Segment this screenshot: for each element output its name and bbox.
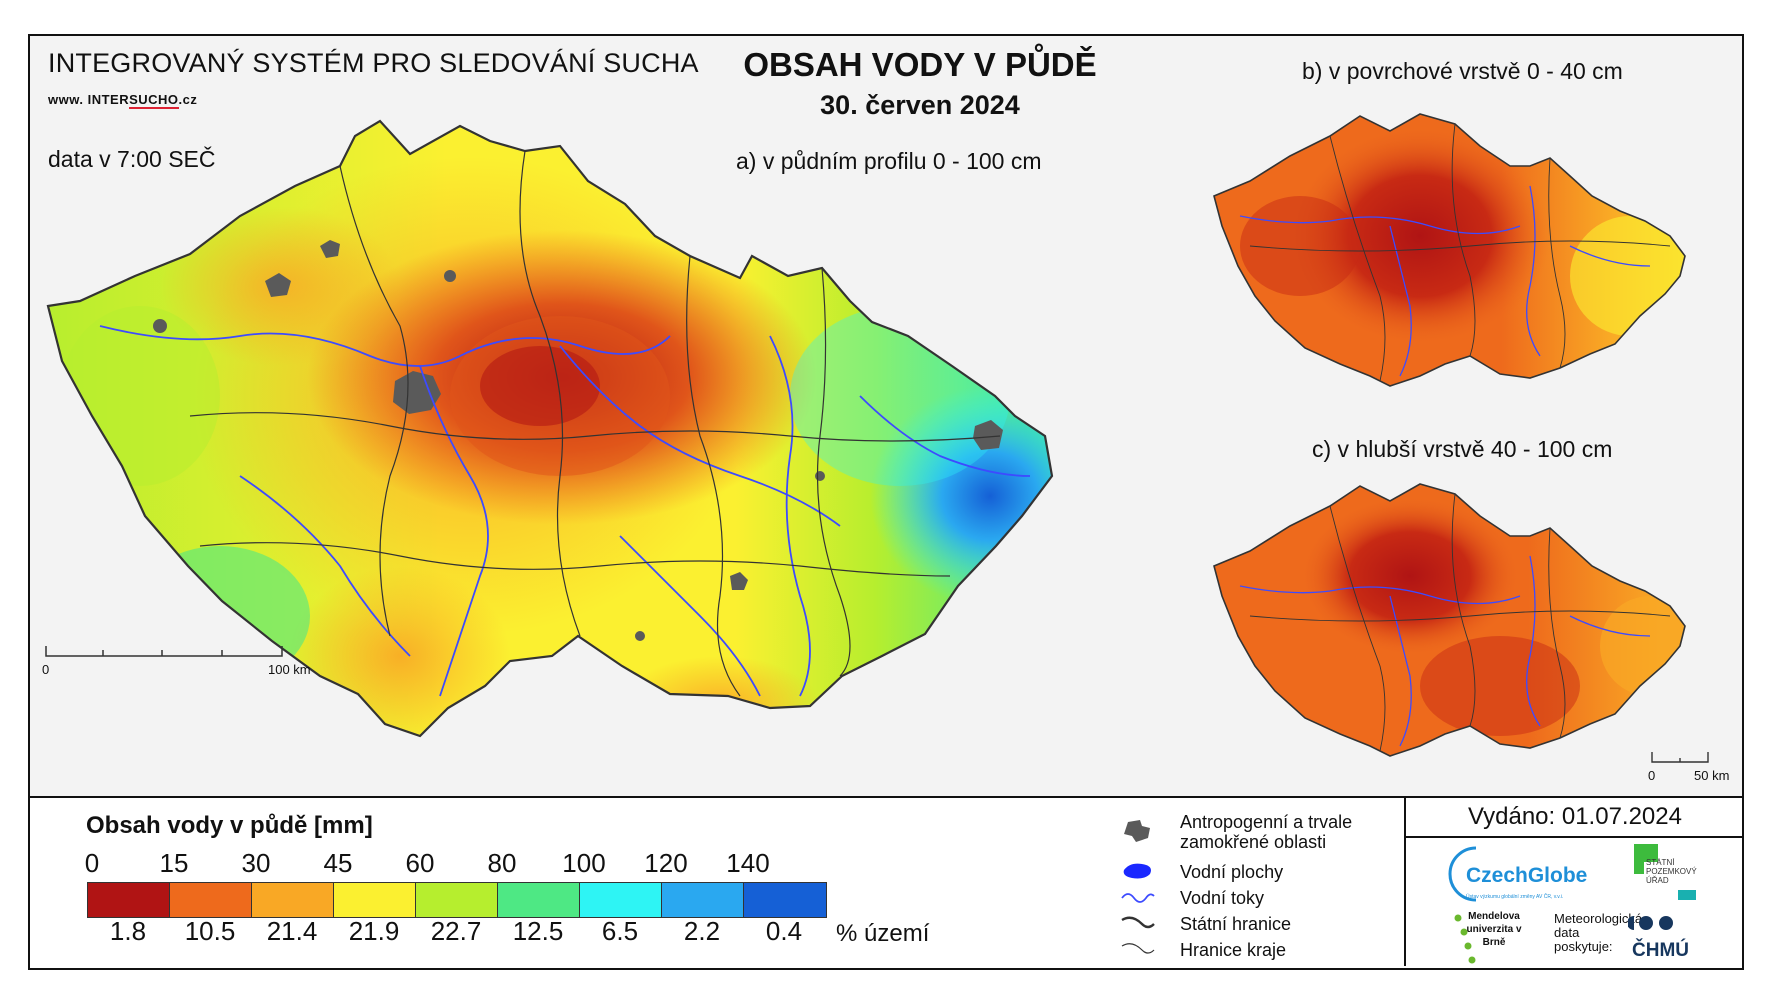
legend-tick: 30	[241, 848, 271, 878]
scale-bar-small	[1651, 752, 1709, 763]
legend-state-border: Státní hranice	[1180, 914, 1292, 934]
legend-color-cell	[416, 883, 498, 917]
legend-anthropogenic: Antropogenní a trvale zamokřené oblasti	[1180, 812, 1353, 852]
legend-tick: 60	[405, 848, 435, 878]
anthropogenic-areas	[153, 240, 1003, 641]
web-highlight: SUCHO	[129, 92, 179, 109]
legend-percent: 21.4	[266, 916, 318, 946]
map-a-label: a) v půdním profilu 0 - 100 cm	[736, 148, 1042, 174]
region-borders	[189, 150, 1001, 697]
czechglobe-name: CzechGlobe	[1466, 864, 1587, 887]
scale-main-start: 0	[42, 662, 50, 677]
legend-color-cell	[170, 883, 252, 917]
map-c-deep-layer	[1213, 483, 1686, 757]
legend-water-courses: Vodní toky	[1180, 888, 1265, 908]
water-courses	[99, 325, 1031, 697]
anthropogenic-icon	[1124, 820, 1150, 842]
legend-percent: 12.5	[512, 916, 564, 946]
scale-small-end: 50 km	[1694, 768, 1730, 783]
chmu-name: ČHMÚ	[1632, 939, 1689, 961]
spu-logo[interactable]: STÁTNÍ POZEMKOVÝ ÚŘAD	[1630, 842, 1710, 908]
legend-color-cell	[334, 883, 416, 917]
legend-tick: 0	[84, 848, 100, 878]
legend-tick: 140	[726, 848, 770, 878]
mendelu-logo[interactable]: Mendelova univerzita v Brně	[1450, 910, 1540, 966]
map-b-label: b) v povrchové vrstvě 0 - 40 cm	[1302, 58, 1623, 84]
map-frame: INTEGROVANÝ SYSTÉM PRO SLEDOVÁNÍ SUCHA w…	[28, 34, 1744, 970]
legend-percent-label: % území	[836, 920, 930, 947]
website-link[interactable]: www. INTERSUCHO.cz	[48, 92, 198, 109]
legend-water-bodies: Vodní plochy	[1180, 862, 1284, 882]
scale-bar-main	[45, 646, 283, 657]
map-c-label: c) v hlubší vrstvě 40 - 100 cm	[1312, 436, 1613, 462]
legend-percent: 2.2	[683, 916, 721, 946]
map-a-soil-profile	[46, 119, 1054, 738]
legend-tick: 45	[323, 848, 353, 878]
issued-date: Vydáno: 01.07.2024	[1406, 798, 1744, 838]
issuer-box: Vydáno: 01.07.2024 CzechGlobe Ústav výzk…	[1404, 798, 1744, 966]
chmu-logo[interactable]: ČHMÚ	[1628, 912, 1708, 962]
legend-color-cell	[744, 883, 826, 917]
legend-color-cell	[252, 883, 334, 917]
legend-color-bar	[87, 882, 827, 918]
map-area: INTEGROVANÝ SYSTÉM PRO SLEDOVÁNÍ SUCHA w…	[30, 36, 1742, 798]
web-prefix: www. INTER	[48, 92, 130, 107]
system-title: INTEGROVANÝ SYSTÉM PRO SLEDOVÁNÍ SUCHA	[48, 48, 699, 78]
water-course-icon	[1121, 893, 1155, 903]
legend-tick: 15	[159, 848, 189, 878]
legend-title: Obsah vody v půdě [mm]	[86, 812, 373, 839]
water-body-icon	[1123, 863, 1151, 879]
legend-tick: 120	[644, 848, 688, 878]
legend-percent: 10.5	[184, 916, 236, 946]
map-b-surface-layer	[1213, 113, 1686, 387]
region-border-icon	[1121, 943, 1155, 954]
legend-percent: 6.5	[601, 916, 639, 946]
meteo-data-label: Meteorologická data poskytuje:	[1554, 911, 1643, 954]
map-date: 30. červen 2024	[820, 90, 1020, 120]
czechglobe-logo[interactable]: CzechGlobe Ústav výzkumu globální změny …	[1448, 840, 1598, 906]
legend-color-cell	[498, 883, 580, 917]
legend-percent: 22.7	[430, 916, 482, 946]
main-title: OBSAH VODY V PŮDĚ	[743, 46, 1097, 83]
legend-color-cell	[88, 883, 170, 917]
state-border-icon	[1121, 916, 1155, 929]
legend-color-cell	[580, 883, 662, 917]
scale-small-start: 0	[1648, 768, 1656, 783]
czechglobe-subtitle: Ústav výzkumu globální změny AV ČR, v.v.…	[1466, 893, 1563, 900]
legend-percent: 21.9	[348, 916, 400, 946]
legend-tick: 80	[487, 848, 517, 878]
mendelu-name: Mendelova univerzita v Brně	[1466, 911, 1522, 948]
data-time: data v 7:00 SEČ	[48, 146, 216, 172]
legend-tick: 100	[562, 848, 606, 878]
web-suffix: .cz	[178, 92, 198, 107]
legend-percent: 0.4	[765, 916, 803, 946]
legend-percent: 1.8	[109, 916, 147, 946]
legend-region-border: Hranice kraje	[1180, 940, 1287, 960]
legend-color-cell	[662, 883, 744, 917]
spu-name: STÁTNÍ POZEMKOVÝ ÚŘAD	[1646, 858, 1697, 885]
legend-area: Obsah vody v půdě [mm] 0 15 30 45 60 80 …	[30, 798, 1744, 968]
scale-main-end: 100 km	[268, 662, 311, 677]
